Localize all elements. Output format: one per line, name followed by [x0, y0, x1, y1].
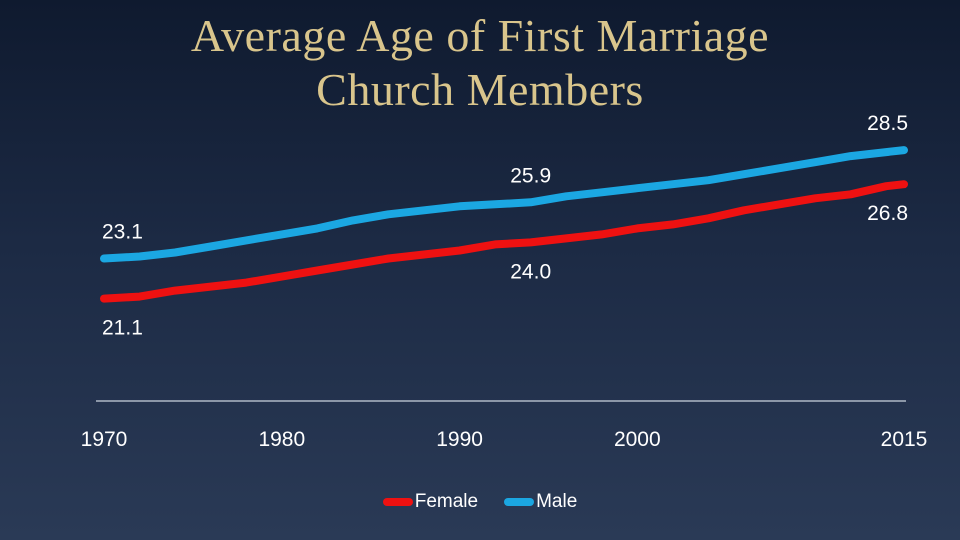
series-line-male	[100, 146, 908, 263]
series-line-female	[100, 180, 908, 303]
legend-label-female: Female	[414, 491, 479, 512]
series-layer	[100, 146, 908, 303]
chart-title-line-2: Church Members	[316, 64, 644, 115]
x-tick-label-2015: 2015	[881, 428, 928, 451]
data-label-female-1970: 21.1	[102, 317, 143, 340]
legend-item-female: Female	[382, 491, 479, 513]
data-label-male-1970: 23.1	[102, 221, 143, 244]
x-tick-layer: 1970 1980 1990 2000 2015	[81, 428, 928, 451]
x-tick-label-1970: 1970	[81, 428, 128, 451]
legend-item-male: Male	[504, 491, 577, 513]
legend-swatch-male	[504, 498, 535, 506]
data-label-layer: 23.1 21.1 25.9 24.0 28.5 26.8	[102, 112, 908, 340]
data-label-female-1994: 24.0	[510, 260, 551, 283]
data-label-male-2015: 28.5	[867, 112, 908, 135]
data-label-female-2015: 26.8	[867, 202, 908, 225]
x-tick-label-1990: 1990	[436, 428, 483, 451]
legend-swatch-female	[382, 498, 413, 506]
legend-label-male: Male	[536, 491, 578, 512]
x-tick-label-2000: 2000	[614, 428, 661, 451]
data-label-male-1994: 25.9	[510, 164, 551, 187]
x-tick-label-1980: 1980	[258, 428, 305, 451]
legend: Female Male	[0, 491, 960, 513]
chart-title-line-1: Average Age of First Marriage	[190, 10, 770, 61]
